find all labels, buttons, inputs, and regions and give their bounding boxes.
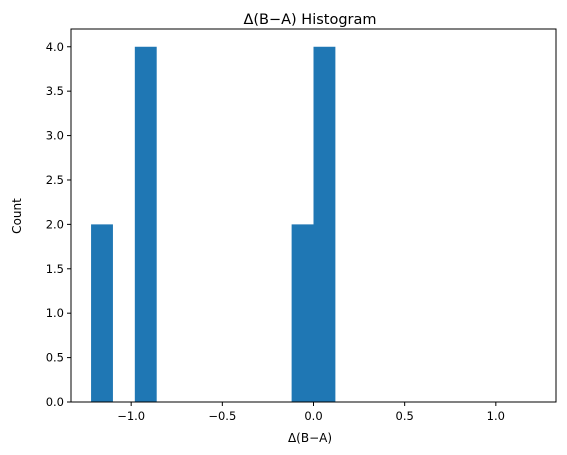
x-tick-label: 0.0 xyxy=(304,409,322,423)
x-tick-label: 0.5 xyxy=(396,409,414,423)
x-tick-label: −0.5 xyxy=(208,409,236,423)
y-tick-label: 3.5 xyxy=(46,84,64,98)
histogram-bar-2 xyxy=(292,224,314,402)
x-tick-label: −1.0 xyxy=(117,409,145,423)
y-tick-label: 1.0 xyxy=(46,306,64,320)
y-axis-label: Count xyxy=(10,198,24,234)
y-tick-label: 0.0 xyxy=(46,395,64,409)
histogram-bar-1 xyxy=(135,47,157,402)
y-tick-label: 4.0 xyxy=(46,40,64,54)
x-axis-label: Δ(B−A) xyxy=(288,431,332,445)
chart-title: Δ(B−A) Histogram xyxy=(243,12,376,28)
y-tick-label: 3.0 xyxy=(46,129,64,143)
y-axis-ticks: 0.0 0.5 1.0 1.5 2.0 2.5 3.0 3.5 4.0 xyxy=(46,40,71,409)
y-tick-label: 0.5 xyxy=(46,351,64,365)
y-tick-label: 1.5 xyxy=(46,262,64,276)
histogram-bar-3 xyxy=(314,47,336,402)
x-axis-ticks: −1.0 −0.5 0.0 0.5 1.0 xyxy=(117,402,505,423)
y-tick-label: 2.5 xyxy=(46,173,64,187)
y-tick-label: 2.0 xyxy=(46,217,64,231)
x-tick-label: 1.0 xyxy=(487,409,505,423)
histogram-bar-0 xyxy=(91,224,113,402)
bars-group xyxy=(91,47,335,402)
